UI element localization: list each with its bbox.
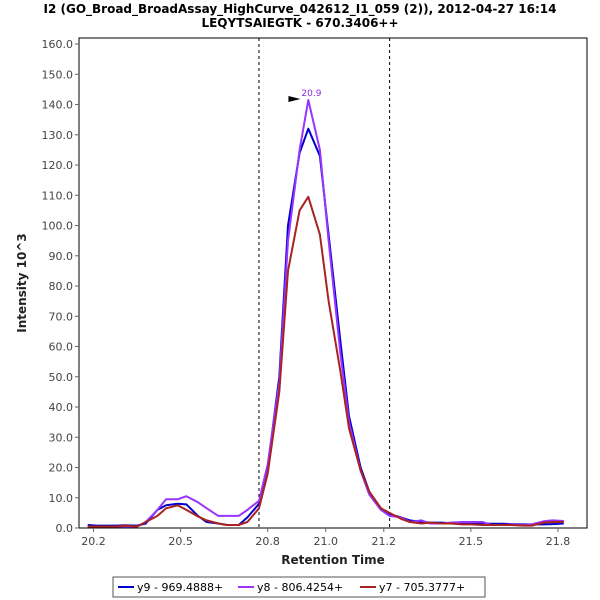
peak-label: 20.9	[301, 89, 321, 99]
x-axis-label: Retention Time	[281, 553, 385, 567]
y-tick-label: 10.0	[49, 492, 74, 505]
y-tick-label: 70.0	[49, 310, 74, 323]
x-tick-label: 21.5	[459, 535, 484, 548]
y-tick-label: 150.0	[42, 68, 74, 81]
y-tick-label: 60.0	[49, 341, 74, 354]
x-tick-label: 20.5	[168, 535, 193, 548]
x-tick-label: 20.2	[81, 535, 106, 548]
y-tick-label: 90.0	[49, 250, 74, 263]
x-tick-label: 21.2	[372, 535, 397, 548]
y-axis: 0.0 10.0 20.0 30.0 40.0 50.0 60.0 70.0 80.0 90.0 1…	[42, 38, 79, 535]
series-line	[87, 99, 564, 528]
legend-item-label: y8 - 806.4254+	[257, 581, 343, 594]
x-tick-label: 21.8	[546, 535, 571, 548]
x-tick-label: 20.8	[255, 535, 280, 548]
peak-arrow-icon	[288, 96, 301, 103]
y-tick-label: 0.0	[56, 522, 74, 535]
legend-item-label: y9 - 969.4888+	[137, 581, 223, 594]
y-tick-label: 30.0	[49, 431, 74, 444]
y-tick-label: 130.0	[42, 129, 74, 142]
y-tick-label: 110.0	[42, 189, 74, 202]
y-tick-label: 40.0	[49, 401, 74, 414]
y-tick-label: 20.0	[49, 462, 74, 475]
legend: y9 - 969.4888+ y8 - 806.4254+ y7 - 705.377…	[118, 581, 465, 594]
y-tick-label: 100.0	[42, 220, 74, 233]
legend-item-label: y7 - 705.3777+	[379, 581, 465, 594]
x-tick-label: 21.0	[313, 535, 338, 548]
y-axis-label: Intensity 10^3	[15, 233, 29, 333]
series-lines	[87, 99, 564, 528]
peak-annotation: 20.9	[288, 89, 322, 103]
integration-boundaries	[258, 38, 391, 528]
y-tick-label: 50.0	[49, 371, 74, 384]
chart-title-line1: I2 (GO_Broad_BroadAssay_HighCurve_042612…	[44, 2, 557, 17]
y-tick-label: 80.0	[49, 280, 74, 293]
y-tick-label: 140.0	[42, 99, 74, 112]
y-tick-label: 160.0	[42, 38, 74, 51]
x-axis: 20.2 20.5 20.8 21.0 21.2 21.5 21.8	[81, 528, 570, 548]
y-tick-label: 120.0	[42, 159, 74, 172]
series-line	[87, 195, 564, 528]
chart-title-line2: LEQYTSAIEGTK - 670.3406++	[201, 16, 398, 30]
legend-box	[112, 576, 486, 598]
